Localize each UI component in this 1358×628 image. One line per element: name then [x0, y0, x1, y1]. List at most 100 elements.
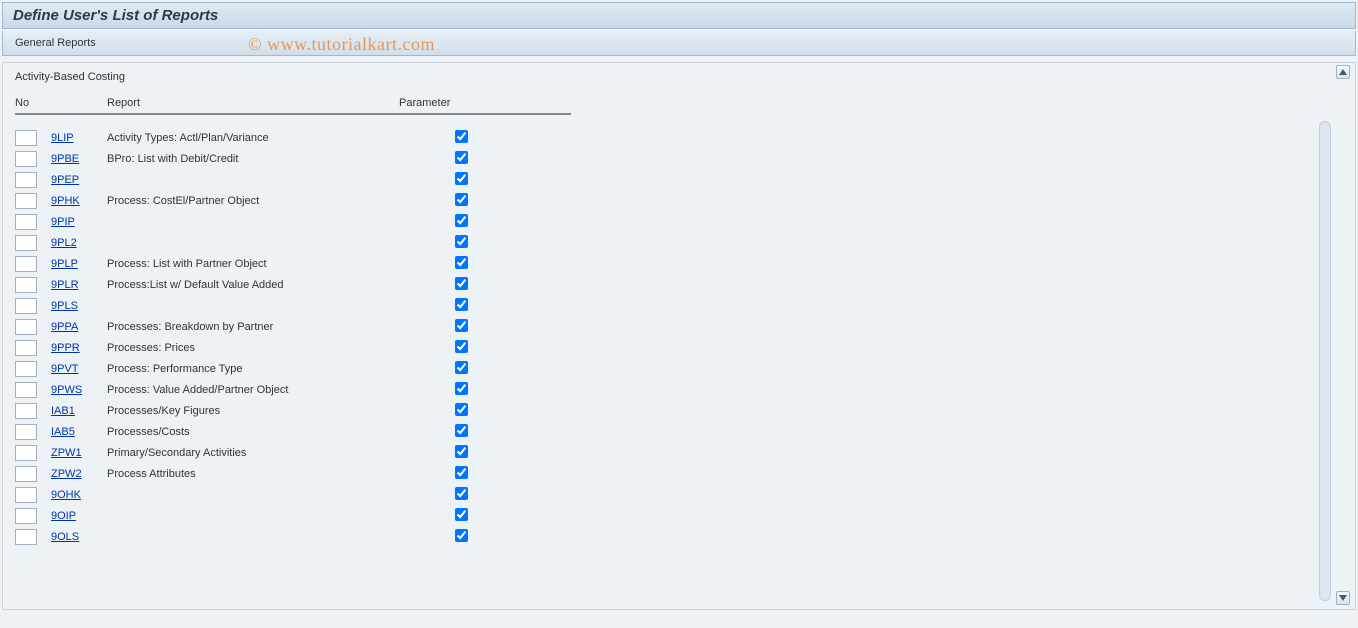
- scroll-up-button[interactable]: [1336, 65, 1350, 79]
- no-input[interactable]: [15, 151, 37, 167]
- table-row: 9PLS: [15, 295, 571, 316]
- cell-no: [15, 424, 51, 440]
- cell-parameter: [455, 298, 555, 314]
- no-input[interactable]: [15, 214, 37, 230]
- table-row: IAB5Processes/Costs: [15, 421, 571, 442]
- report-code-link[interactable]: 9PHK: [51, 195, 107, 207]
- report-code-link[interactable]: 9PL2: [51, 237, 107, 249]
- no-input[interactable]: [15, 319, 37, 335]
- cell-parameter: [455, 424, 555, 440]
- parameter-checkbox[interactable]: [455, 361, 468, 374]
- scroll-down-button[interactable]: [1336, 591, 1350, 605]
- parameter-checkbox[interactable]: [455, 319, 468, 332]
- report-code-link[interactable]: 9PVT: [51, 363, 107, 375]
- table-row: 9PIP: [15, 211, 571, 232]
- no-input[interactable]: [15, 508, 37, 524]
- report-code-link[interactable]: ZPW1: [51, 447, 107, 459]
- table-row: 9OIP: [15, 505, 571, 526]
- subtitle-text: General Reports: [15, 37, 96, 49]
- report-code-link[interactable]: 9PWS: [51, 384, 107, 396]
- report-description: Process: Performance Type: [107, 363, 455, 375]
- parameter-checkbox[interactable]: [455, 340, 468, 353]
- report-code-link[interactable]: 9PPA: [51, 321, 107, 333]
- no-input[interactable]: [15, 445, 37, 461]
- parameter-checkbox[interactable]: [455, 235, 468, 248]
- table-row: 9PWSProcess: Value Added/Partner Object: [15, 379, 571, 400]
- report-code-link[interactable]: 9PBE: [51, 153, 107, 165]
- no-input[interactable]: [15, 193, 37, 209]
- report-code-link[interactable]: 9OLS: [51, 531, 107, 543]
- report-description: Processes/Costs: [107, 426, 455, 438]
- parameter-checkbox[interactable]: [455, 487, 468, 500]
- inner-scrollbar[interactable]: [1319, 121, 1331, 601]
- report-code-link[interactable]: ZPW2: [51, 468, 107, 480]
- cell-parameter: [455, 340, 555, 356]
- parameter-checkbox[interactable]: [455, 529, 468, 542]
- table-row: 9PLPProcess: List with Partner Object: [15, 253, 571, 274]
- cell-no: [15, 193, 51, 209]
- report-code-link[interactable]: 9OHK: [51, 489, 107, 501]
- table-row: 9PVTProcess: Performance Type: [15, 358, 571, 379]
- report-description: Process: Value Added/Partner Object: [107, 384, 455, 396]
- parameter-checkbox[interactable]: [455, 277, 468, 290]
- cell-parameter: [455, 172, 555, 188]
- parameter-checkbox[interactable]: [455, 424, 468, 437]
- no-input[interactable]: [15, 256, 37, 272]
- cell-no: [15, 256, 51, 272]
- page-title-bar: Define User's List of Reports: [2, 2, 1356, 29]
- parameter-checkbox[interactable]: [455, 193, 468, 206]
- no-input[interactable]: [15, 403, 37, 419]
- table-row: 9PHKProcess: CostEl/Partner Object: [15, 190, 571, 211]
- col-header-parameter: Parameter: [399, 97, 499, 109]
- subtitle-bar: General Reports: [2, 31, 1356, 56]
- parameter-checkbox[interactable]: [455, 130, 468, 143]
- content-area: Activity-Based Costing No Report Paramet…: [2, 62, 1356, 610]
- cell-parameter: [455, 214, 555, 230]
- no-input[interactable]: [15, 235, 37, 251]
- no-input[interactable]: [15, 424, 37, 440]
- parameter-checkbox[interactable]: [455, 214, 468, 227]
- table-row: 9PPAProcesses: Breakdown by Partner: [15, 316, 571, 337]
- no-input[interactable]: [15, 340, 37, 356]
- report-code-link[interactable]: 9PLP: [51, 258, 107, 270]
- table-row: ZPW2Process Attributes: [15, 463, 571, 484]
- parameter-checkbox[interactable]: [455, 508, 468, 521]
- report-description: Process: List with Partner Object: [107, 258, 455, 270]
- outer-scroll-strip: [1335, 65, 1351, 605]
- report-code-link[interactable]: 9PLS: [51, 300, 107, 312]
- report-code-link[interactable]: 9OIP: [51, 510, 107, 522]
- no-input[interactable]: [15, 277, 37, 293]
- parameter-checkbox[interactable]: [455, 445, 468, 458]
- no-input[interactable]: [15, 172, 37, 188]
- table-row: 9OHK: [15, 484, 571, 505]
- report-description: Primary/Secondary Activities: [107, 447, 455, 459]
- parameter-checkbox[interactable]: [455, 298, 468, 311]
- parameter-checkbox[interactable]: [455, 403, 468, 416]
- report-code-link[interactable]: 9LIP: [51, 132, 107, 144]
- report-code-link[interactable]: 9PPR: [51, 342, 107, 354]
- report-description: Processes: Breakdown by Partner: [107, 321, 455, 333]
- report-code-link[interactable]: IAB1: [51, 405, 107, 417]
- no-input[interactable]: [15, 487, 37, 503]
- parameter-checkbox[interactable]: [455, 172, 468, 185]
- parameter-checkbox[interactable]: [455, 382, 468, 395]
- cell-parameter: [455, 529, 555, 545]
- no-input[interactable]: [15, 130, 37, 146]
- cell-no: [15, 529, 51, 545]
- parameter-checkbox[interactable]: [455, 151, 468, 164]
- report-code-link[interactable]: 9PEP: [51, 174, 107, 186]
- parameter-checkbox[interactable]: [455, 466, 468, 479]
- no-input[interactable]: [15, 361, 37, 377]
- table-row: 9PLRProcess:List w/ Default Value Added: [15, 274, 571, 295]
- cell-no: [15, 172, 51, 188]
- parameter-checkbox[interactable]: [455, 256, 468, 269]
- no-input[interactable]: [15, 529, 37, 545]
- cell-no: [15, 466, 51, 482]
- no-input[interactable]: [15, 382, 37, 398]
- no-input[interactable]: [15, 298, 37, 314]
- report-code-link[interactable]: IAB5: [51, 426, 107, 438]
- report-code-link[interactable]: 9PLR: [51, 279, 107, 291]
- cell-parameter: [455, 256, 555, 272]
- report-code-link[interactable]: 9PIP: [51, 216, 107, 228]
- no-input[interactable]: [15, 466, 37, 482]
